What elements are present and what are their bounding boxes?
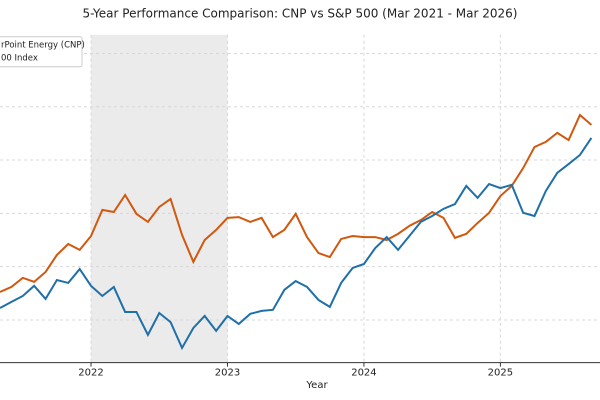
x-tick-label: 2024	[351, 368, 376, 379]
x-tick-label: 2022	[78, 368, 103, 379]
x-tick-label: 2025	[488, 368, 513, 379]
legend-label: rPoint Energy (CNP)	[1, 40, 85, 50]
x-axis-label: Year	[305, 380, 328, 391]
legend-box	[0, 36, 83, 68]
legend-label: 00 Index	[1, 53, 38, 63]
series-line	[0, 137, 593, 351]
series-line	[0, 113, 593, 293]
x-tick-label: 2023	[215, 368, 240, 379]
shaded-period	[91, 34, 228, 363]
chart-title: 5-Year Performance Comparison: CNP vs S&…	[83, 7, 518, 21]
